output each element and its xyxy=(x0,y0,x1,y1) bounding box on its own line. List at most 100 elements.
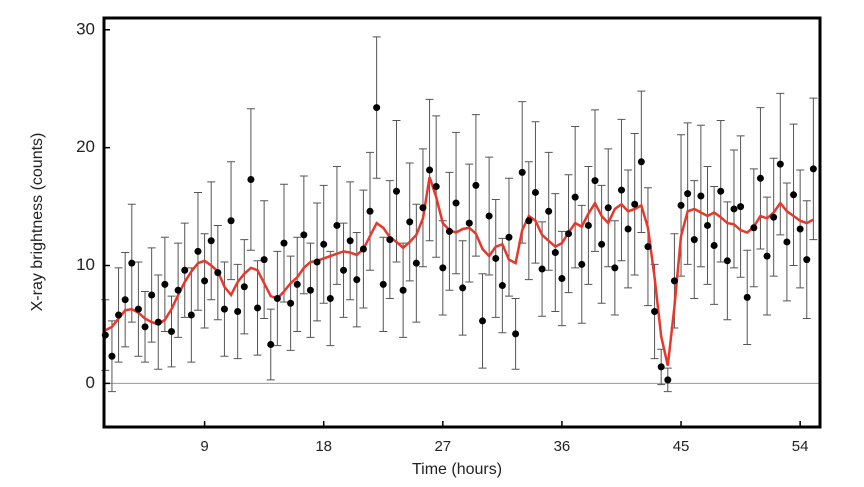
y-tick-label: 20 xyxy=(76,137,95,156)
y-tick-label: 10 xyxy=(76,255,95,274)
y-axis-label: X-ray brightness (counts) xyxy=(29,133,46,312)
data-point xyxy=(551,249,559,257)
data-point xyxy=(531,188,539,196)
data-point xyxy=(690,236,698,244)
data-point xyxy=(459,284,467,292)
data-point xyxy=(717,187,725,195)
data-point xyxy=(737,203,745,211)
data-point xyxy=(677,201,685,209)
data-point xyxy=(684,190,692,198)
data-point xyxy=(803,256,811,264)
data-point xyxy=(386,236,394,244)
data-point xyxy=(598,240,606,248)
data-point xyxy=(260,256,268,264)
data-point xyxy=(379,280,387,288)
y-tick-label: 0 xyxy=(86,373,95,392)
data-point xyxy=(783,238,791,246)
data-point xyxy=(723,257,731,265)
data-point xyxy=(604,204,612,212)
data-point xyxy=(201,277,209,285)
data-point xyxy=(240,283,248,291)
data-point xyxy=(697,192,705,200)
data-point xyxy=(115,311,123,319)
data-point xyxy=(538,265,546,273)
data-point xyxy=(657,363,665,371)
data-point xyxy=(571,193,579,201)
data-point xyxy=(247,175,255,183)
data-point xyxy=(141,323,149,331)
data-point xyxy=(313,258,321,266)
data-point xyxy=(326,295,334,303)
data-point xyxy=(770,213,778,221)
data-point xyxy=(624,225,632,233)
data-point xyxy=(710,241,718,249)
data-point xyxy=(591,177,599,185)
data-point xyxy=(545,207,553,215)
data-point xyxy=(479,317,487,325)
data-point xyxy=(485,212,493,220)
data-point xyxy=(584,221,592,229)
data-point xyxy=(518,168,526,176)
data-point xyxy=(227,217,235,225)
data-point xyxy=(578,260,586,268)
data-point xyxy=(167,328,175,336)
data-point xyxy=(220,305,228,313)
data-point xyxy=(763,252,771,260)
x-tick-label: 18 xyxy=(315,438,332,455)
data-point xyxy=(214,269,222,277)
data-point xyxy=(776,160,784,168)
data-point xyxy=(670,277,678,285)
data-point xyxy=(392,187,400,195)
data-point xyxy=(280,239,288,247)
data-point xyxy=(419,204,427,212)
data-point xyxy=(187,311,195,319)
x-tick-label: 54 xyxy=(792,438,809,455)
data-point xyxy=(505,233,513,241)
data-point xyxy=(617,186,625,194)
data-point xyxy=(445,227,453,235)
x-tick-label: 27 xyxy=(434,438,451,455)
x-axis-label: Time (hours) xyxy=(412,461,502,478)
data-point xyxy=(406,218,414,226)
data-point xyxy=(796,225,804,233)
x-tick-label: 36 xyxy=(554,438,571,455)
data-point xyxy=(498,282,506,290)
data-point xyxy=(644,243,652,251)
data-point xyxy=(128,259,136,267)
data-point xyxy=(558,274,566,282)
data-point xyxy=(373,104,381,112)
data-point xyxy=(492,254,500,262)
data-point xyxy=(472,181,480,189)
plot-frame xyxy=(102,16,822,429)
data-point xyxy=(306,286,314,294)
data-point xyxy=(320,240,328,248)
data-point xyxy=(465,219,473,227)
data-point xyxy=(346,237,354,245)
data-point xyxy=(134,305,142,313)
data-point xyxy=(512,330,520,338)
data-point xyxy=(412,259,420,267)
data-point xyxy=(366,207,374,215)
y-tick-label: 30 xyxy=(76,19,95,38)
data-point xyxy=(287,299,295,307)
data-point xyxy=(631,200,639,208)
data-point xyxy=(651,307,659,315)
data-point xyxy=(426,166,434,174)
data-point xyxy=(730,205,738,213)
data-point xyxy=(194,247,202,255)
data-point xyxy=(174,286,182,294)
data-point xyxy=(611,264,619,272)
x-tick-label: 45 xyxy=(673,438,690,455)
data-point xyxy=(790,191,798,199)
data-point xyxy=(399,286,407,294)
data-point xyxy=(161,280,169,288)
smooth-line xyxy=(104,176,814,366)
data-point xyxy=(432,183,440,191)
x-tick-label: 9 xyxy=(200,438,208,455)
data-point xyxy=(664,376,672,384)
data-point xyxy=(452,199,460,207)
data-point xyxy=(293,280,301,288)
data-point xyxy=(359,245,367,253)
